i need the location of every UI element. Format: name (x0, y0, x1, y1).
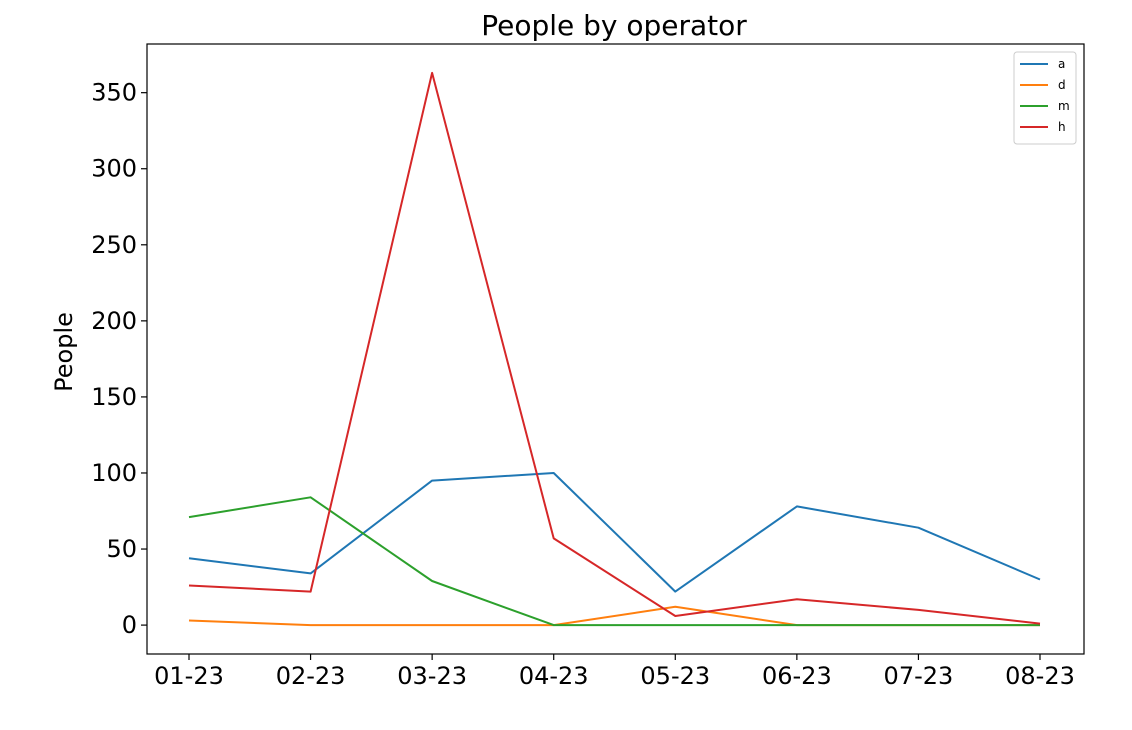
x-tick-label: 05-23 (640, 662, 710, 690)
y-tick-label: 350 (91, 79, 137, 107)
y-tick-label: 100 (91, 459, 137, 487)
x-tick-label: 08-23 (1005, 662, 1075, 690)
series-line-m (188, 496, 1040, 627)
legend-label-h: h (1058, 120, 1066, 134)
x-tick-label: 03-23 (397, 662, 467, 690)
chart-title: People by operator (481, 9, 747, 42)
series-line-h (188, 71, 1041, 625)
x-tick-label: 01-23 (154, 662, 224, 690)
legend-label-m: m (1058, 99, 1070, 113)
x-tick-label: 04-23 (519, 662, 589, 690)
y-axis-label: People (50, 312, 78, 392)
series-line-a (188, 472, 1041, 593)
legend-label-a: a (1058, 57, 1065, 71)
y-tick-label: 250 (91, 231, 137, 259)
legend-box (1013, 51, 1077, 145)
y-tick-label: 300 (91, 155, 137, 183)
x-tick-label: 02-23 (276, 662, 346, 690)
y-tick-label: 0 (122, 611, 137, 639)
x-tick-label: 06-23 (762, 662, 832, 690)
y-tick-label: 50 (106, 535, 137, 563)
y-tick-label: 150 (91, 383, 137, 411)
y-tick-label: 200 (91, 307, 137, 335)
x-tick-label: 07-23 (884, 662, 954, 690)
legend-label-d: d (1058, 78, 1066, 92)
plot-frame (146, 43, 1085, 655)
